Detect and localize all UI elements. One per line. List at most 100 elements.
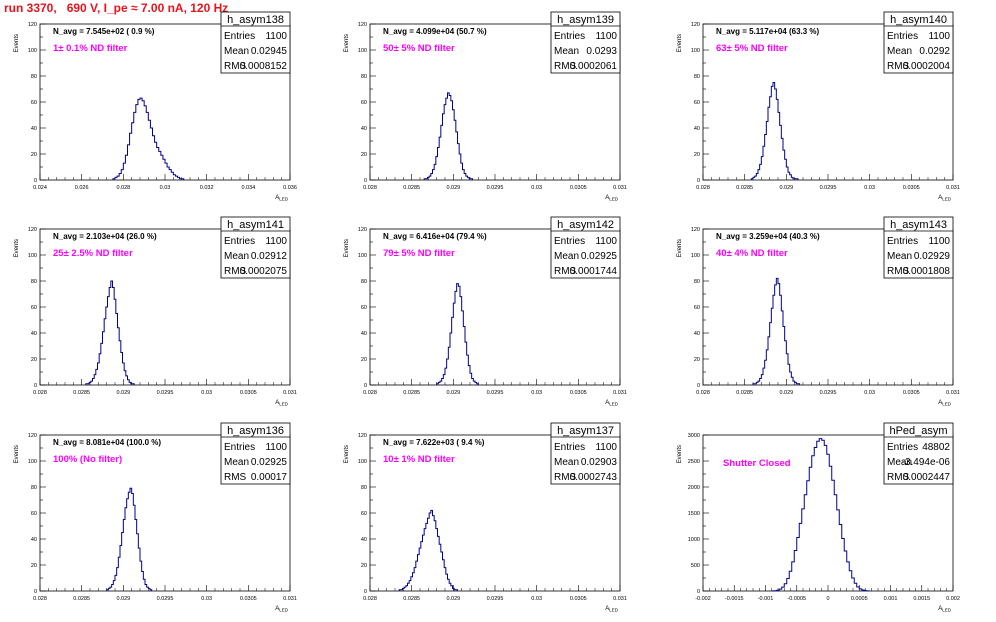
x-axis-label: ALED xyxy=(275,606,289,613)
y-tick-label: 20 xyxy=(361,357,367,363)
x-axis-label: ALED xyxy=(938,400,952,407)
x-tick-label: 0.031 xyxy=(613,596,627,602)
y-tick-label: 80 xyxy=(31,74,37,80)
x-tick-label: 0.03 xyxy=(864,390,875,396)
x-tick-label: 0.0285 xyxy=(403,596,420,602)
stats-label: Mean xyxy=(554,251,579,262)
stats-box-frame xyxy=(220,11,291,74)
stats-label: Mean xyxy=(887,251,912,262)
x-tick-label: 0.0285 xyxy=(73,390,90,396)
y-tick-label: 1000 xyxy=(688,537,700,543)
x-tick-label: 0.034 xyxy=(241,185,255,191)
panel-hPed_asym: 0 500 1000 1500 2000 2500 3000 -0.002 -0.0015 -0.… xyxy=(677,422,960,613)
stats-label: RMS xyxy=(224,472,247,483)
y-tick-label: 40 xyxy=(31,537,37,543)
filter-label: Shutter Closed xyxy=(723,458,791,469)
stats-title: h_asym138 xyxy=(227,14,284,26)
stats-value: 0.0002061 xyxy=(570,61,618,72)
stats-value: 1100 xyxy=(265,442,287,453)
panel-h_asym136: 0 20 40 60 80 100 120 0.028 0.0285 0.029 0.0295 0.0… xyxy=(14,422,297,613)
stats-value: 0.0008152 xyxy=(240,61,288,72)
x-tick-label: -0.0005 xyxy=(787,596,806,602)
x-tick-label: 0.029 xyxy=(446,185,460,191)
stats-box: h_asym140 Entries 1100 Mean 0.0292 RMS0.00020… xyxy=(883,11,954,74)
x-tick-label: 0.031 xyxy=(283,596,297,602)
stats-value: 0.02929 xyxy=(914,251,951,262)
stats-label: Entries xyxy=(887,442,918,453)
x-axis-label: ALED xyxy=(605,195,619,202)
x-tick-label: 0.031 xyxy=(283,390,297,396)
y-tick-label: 60 xyxy=(31,305,37,311)
stats-value: 0.0001808 xyxy=(903,266,951,277)
n-avg-label: N_avg = 5.117e+04 (63.3 %) xyxy=(716,27,820,36)
stats-value: 0.0002743 xyxy=(570,472,618,483)
x-tick-label: 0.0295 xyxy=(157,596,174,602)
y-tick-label: 2000 xyxy=(688,485,700,491)
stats-value: 0.02925 xyxy=(581,251,618,262)
x-tick-label: 0.0285 xyxy=(736,185,753,191)
stats-title: h_asym136 xyxy=(227,425,284,437)
y-tick-label: 100 xyxy=(358,253,367,259)
x-tick-label: 0.0295 xyxy=(820,390,837,396)
histogram-h_asym141 xyxy=(85,280,135,385)
y-tick-label: 20 xyxy=(31,563,37,569)
stats-title: h_asym141 xyxy=(227,219,284,231)
y-tick-label: 120 xyxy=(358,433,367,439)
histogram-h_asym142 xyxy=(436,283,479,385)
y-tick-label: 0 xyxy=(697,178,700,184)
y-tick-label: 60 xyxy=(31,511,37,517)
x-tick-label: 0.029 xyxy=(116,390,130,396)
filter-label: 10± 1% ND filter xyxy=(383,454,455,465)
filter-label: 100% (No filter) xyxy=(53,454,122,465)
stats-label: Mean xyxy=(887,46,912,57)
stats-label: Entries xyxy=(554,31,585,42)
n-avg-label: N_avg = 4.099e+04 (50.7 %) xyxy=(383,27,487,36)
n-avg-label: N_avg = 3.259e+04 (40.3 %) xyxy=(716,232,820,241)
x-tick-label: 0.031 xyxy=(946,390,960,396)
y-tick-label: 60 xyxy=(361,100,367,106)
y-axis-label: Events xyxy=(344,445,350,463)
x-axis-label: ALED xyxy=(275,400,289,407)
y-axis-label: Events xyxy=(677,34,683,52)
x-tick-label: 0.029 xyxy=(116,596,130,602)
stats-label: RMS xyxy=(887,472,910,483)
stats-title: h_asym137 xyxy=(557,425,614,437)
y-tick-label: 60 xyxy=(694,305,700,311)
x-tick-label: 0.0305 xyxy=(570,596,587,602)
filter-label: 25± 2.5% ND filter xyxy=(53,248,133,259)
y-tick-label: 1500 xyxy=(688,511,700,517)
y-tick-label: 0 xyxy=(34,178,37,184)
x-tick-label: 0.03 xyxy=(531,390,542,396)
y-tick-label: 120 xyxy=(691,22,700,28)
panel-h_asym137: 0 20 40 60 80 100 120 0.028 0.0285 0.029 0.0295 0.0… xyxy=(344,422,627,613)
stats-value: 0.02945 xyxy=(251,46,288,57)
stats-label: Mean xyxy=(554,457,579,468)
y-tick-label: 0 xyxy=(697,589,700,595)
y-tick-label: 60 xyxy=(361,511,367,517)
stats-label: Mean xyxy=(224,457,249,468)
x-tick-label: 0.03 xyxy=(531,185,542,191)
stats-value: 0.0001744 xyxy=(570,266,618,277)
stats-box-frame xyxy=(550,216,621,279)
y-tick-label: 40 xyxy=(361,126,367,132)
stats-box-frame xyxy=(883,422,954,485)
y-axis-label: Events xyxy=(677,445,683,463)
y-tick-label: 2500 xyxy=(688,459,700,465)
stats-label: Entries xyxy=(887,31,918,42)
stats-value: 0.0293 xyxy=(586,46,617,57)
stats-title: h_asym142 xyxy=(557,219,614,231)
panel-h_asym142: 0 20 40 60 80 100 120 0.028 0.0285 0.029 0.0295 0.0… xyxy=(344,216,627,407)
stats-label: RMS xyxy=(224,61,247,72)
y-tick-label: 100 xyxy=(691,253,700,259)
stats-value: 1100 xyxy=(595,236,617,247)
stats-box-frame xyxy=(220,216,291,279)
histogram-h_asym136 xyxy=(106,487,153,591)
stats-label: RMS xyxy=(554,61,577,72)
x-tick-label: 0.0285 xyxy=(73,596,90,602)
y-tick-label: 40 xyxy=(361,537,367,543)
y-tick-label: 100 xyxy=(28,253,37,259)
panel-h_asym141: 0 20 40 60 80 100 120 0.028 0.0285 0.029 0.0295 0.0… xyxy=(14,216,297,407)
stats-value: 0.0002004 xyxy=(903,61,951,72)
y-tick-label: 80 xyxy=(694,279,700,285)
x-tick-label: 0.03 xyxy=(864,185,875,191)
